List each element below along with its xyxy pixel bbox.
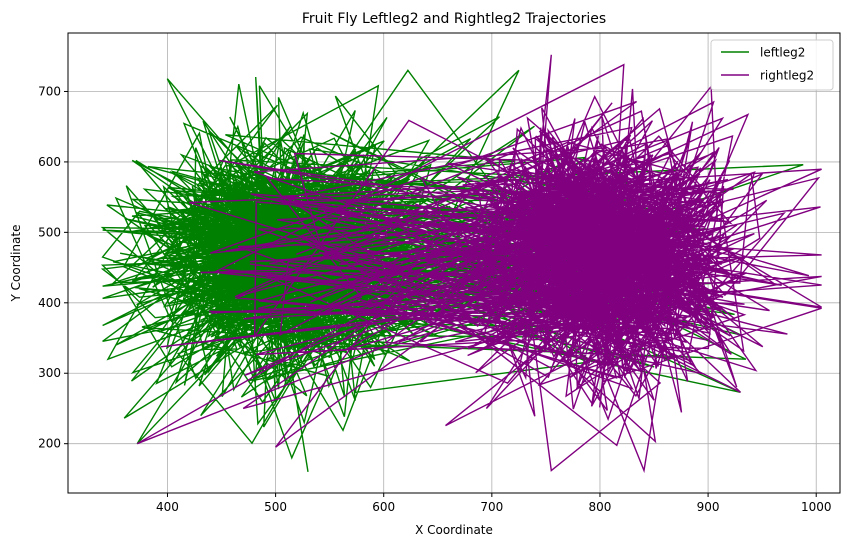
- y-tick-label: 700: [38, 84, 61, 98]
- series-layer: [100, 54, 822, 474]
- legend-label-leftleg2: leftleg2: [760, 46, 805, 60]
- chart-title: Fruit Fly Leftleg2 and Rightleg2 Traject…: [302, 11, 606, 27]
- y-axis: 200 300 400 500 600 700: [38, 84, 68, 451]
- y-tick-label: 200: [38, 437, 61, 451]
- legend-label-rightleg2: rightleg2: [760, 69, 814, 83]
- plot-frame: [67, 32, 841, 494]
- y-tick-label: 300: [38, 366, 61, 380]
- x-tick-label: 1000: [801, 500, 832, 514]
- y-axis-label: Y Coordinate: [9, 225, 23, 303]
- x-axis-label: X Coordinate: [415, 523, 493, 537]
- series-line-rightleg2: [136, 54, 822, 474]
- x-tick-label: 700: [480, 500, 503, 514]
- x-tick-label: 400: [156, 500, 179, 514]
- y-tick-label: 500: [38, 225, 61, 239]
- legend: leftleg2 rightleg2: [710, 39, 834, 91]
- x-tick-label: 900: [697, 500, 720, 514]
- x-tick-label: 600: [372, 500, 395, 514]
- y-tick-label: 600: [38, 155, 61, 169]
- x-tick-label: 500: [264, 500, 287, 514]
- x-axis: 400 500 600 700 800 900 1000: [156, 493, 831, 514]
- y-tick-label: 400: [38, 296, 61, 310]
- x-tick-label: 800: [589, 500, 612, 514]
